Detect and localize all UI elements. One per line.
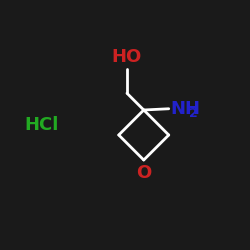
Text: HCl: HCl [24,116,58,134]
Text: HO: HO [112,48,142,66]
Text: NH: NH [170,100,200,118]
Text: O: O [136,164,152,182]
Text: 2: 2 [189,107,198,120]
